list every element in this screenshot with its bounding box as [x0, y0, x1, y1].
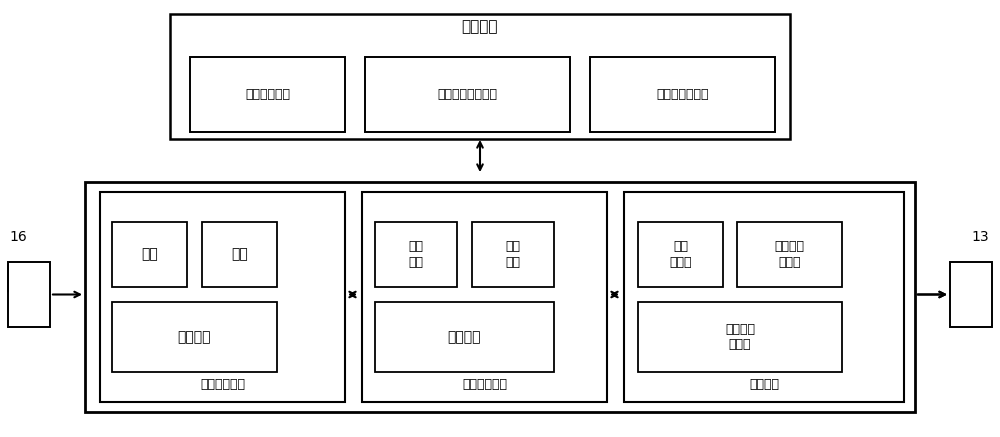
FancyBboxPatch shape: [624, 192, 904, 402]
Text: 全局能耗评价: 全局能耗评价: [245, 88, 290, 101]
FancyBboxPatch shape: [190, 57, 345, 132]
FancyBboxPatch shape: [8, 262, 50, 327]
Text: 13: 13: [971, 230, 989, 244]
FancyBboxPatch shape: [950, 262, 992, 327]
Text: 气流及温度评价: 气流及温度评价: [656, 88, 709, 101]
FancyBboxPatch shape: [375, 222, 457, 287]
FancyBboxPatch shape: [590, 57, 775, 132]
Text: 评价方法: 评价方法: [749, 378, 779, 392]
FancyBboxPatch shape: [638, 222, 723, 287]
FancyBboxPatch shape: [170, 14, 790, 139]
FancyBboxPatch shape: [85, 182, 915, 412]
FancyBboxPatch shape: [362, 192, 607, 402]
FancyBboxPatch shape: [375, 302, 554, 372]
FancyBboxPatch shape: [112, 302, 277, 372]
Text: 评价模块建立: 评价模块建立: [462, 378, 507, 392]
FancyBboxPatch shape: [737, 222, 842, 287]
Text: 温度模型: 温度模型: [448, 330, 481, 344]
Text: 数据包络
分析法: 数据包络 分析法: [774, 240, 804, 268]
Text: 评价指标构建: 评价指标构建: [200, 378, 245, 392]
Text: 16: 16: [9, 230, 27, 244]
FancyBboxPatch shape: [638, 302, 842, 372]
Text: 模糊综合
评价法: 模糊综合 评价法: [725, 323, 755, 351]
FancyBboxPatch shape: [202, 222, 277, 287]
Text: 环境参数: 环境参数: [178, 330, 211, 344]
Text: 性能: 性能: [231, 247, 248, 261]
Text: 能耗: 能耗: [141, 247, 158, 261]
Text: 性能
模型: 性能 模型: [506, 240, 520, 268]
FancyBboxPatch shape: [112, 222, 187, 287]
FancyBboxPatch shape: [365, 57, 570, 132]
FancyBboxPatch shape: [472, 222, 554, 287]
Text: 制冷系统效率评价: 制冷系统效率评价: [438, 88, 498, 101]
FancyBboxPatch shape: [100, 192, 345, 402]
Text: 层次
分析法: 层次 分析法: [669, 240, 692, 268]
Text: 评价模块: 评价模块: [462, 20, 498, 35]
Text: 能耗
模型: 能耗 模型: [409, 240, 424, 268]
